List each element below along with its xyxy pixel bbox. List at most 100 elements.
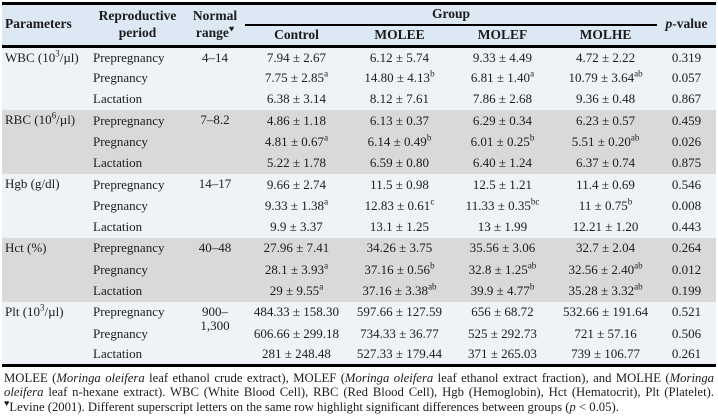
- normal-range-cell: 40–48: [185, 237, 245, 302]
- value-cell: 8.12 ± 7.61: [348, 88, 451, 111]
- value-cell: 13.1 ± 1.25: [348, 216, 451, 238]
- value-cell: 37.16 ± 0.56b: [348, 259, 451, 281]
- table-row: Lactation 6.38 ± 3.14 8.12 ± 7.61 7.86 ± 2.…: [2, 88, 717, 111]
- period-cell: Lactation: [90, 344, 185, 366]
- value-cell: 10.79 ± 3.64ab: [554, 67, 658, 89]
- value-cell: 32.56 ± 2.40ab: [554, 259, 658, 281]
- col-header-molef: MOLEF: [451, 24, 554, 48]
- table-row: Lactation 281 ± 248.48 527.33 ± 179.44 371 …: [2, 344, 717, 366]
- value-cell: 29 ± 9.55a: [245, 280, 348, 302]
- value-cell: 6.38 ± 3.14: [245, 88, 348, 111]
- value-cell: 9.33 ± 1.38a: [245, 195, 348, 217]
- value-cell: 371 ± 265.03: [451, 344, 554, 366]
- table-body: WBC (103/µl) Prepregnancy 4–14 7.94 ± 2.67 6…: [2, 46, 717, 366]
- col-header-molee: MOLEE: [348, 24, 451, 48]
- period-cell: Lactation: [90, 216, 185, 238]
- p-value-cell: 0.521: [657, 301, 717, 324]
- parameter-cell: Plt (103/µl): [2, 301, 90, 366]
- p-value-cell: 0.261: [657, 344, 717, 366]
- table-footnote: MOLEE (Moringa oleifera leaf ethanol cru…: [4, 371, 715, 414]
- col-header-control: Control: [245, 24, 348, 48]
- value-cell: 6.23 ± 0.57: [554, 110, 658, 132]
- table-row: Hgb (g/dl) Prepregnancy 14–17 9.66 ± 2.74 11…: [2, 174, 717, 238]
- value-cell: 11 ± 0.75b: [554, 195, 658, 217]
- p-value-cell: 0.867: [657, 88, 717, 111]
- value-cell: 9.36 ± 0.48: [554, 88, 658, 111]
- value-cell: 721 ± 57.16: [554, 323, 658, 345]
- period-cell: Pregnancy: [90, 67, 185, 89]
- value-cell: 32.8 ± 1.25ab: [451, 259, 554, 281]
- col-header-molhe: MOLHE: [554, 24, 658, 48]
- value-cell: 35.28 ± 3.32ab: [554, 280, 658, 302]
- table-row: Lactation 29 ± 9.55a 37.16 ± 3.38ab 39.9 ± …: [2, 280, 717, 302]
- normal-range-cell: 7–8.2: [185, 110, 245, 175]
- parameter-cell: Hct (%): [2, 237, 90, 302]
- table-row: Pregnancy 9.33 ± 1.38a 12.83 ± 0.61c 11.33 …: [2, 195, 717, 217]
- header-row-groups: Control MOLEE MOLEF MOLHE: [2, 24, 716, 48]
- p-value-cell: 0.199: [657, 280, 717, 302]
- value-cell: 525 ± 292.73: [451, 323, 554, 345]
- table-row: Pregnancy 7.75 ± 2.85a 14.80 ± 4.13b 6.81 ±…: [2, 67, 717, 89]
- value-cell: 6.29 ± 0.34: [451, 110, 554, 132]
- table-row: RBC (106/µl) Prepregnancy 7–8.2 4.86 ± 1.18…: [2, 110, 717, 175]
- period-cell: Prepregnancy: [90, 301, 185, 324]
- value-cell: 484.33 ± 158.30: [245, 301, 348, 324]
- value-cell: 12.21 ± 1.20: [554, 216, 658, 238]
- table-row: Lactation 9.9 ± 3.37 13.1 ± 1.25 13 ± 1.99 1…: [2, 216, 717, 238]
- value-cell: 27.96 ± 7.41: [245, 237, 348, 260]
- table-row: Plt (103/µl) Prepregnancy 900–1,300 484.33 …: [2, 301, 717, 366]
- value-cell: 5.51 ± 0.20ab: [554, 131, 658, 153]
- table-row: WBC (103/µl) Prepregnancy 4–14 7.94 ± 2.67 6…: [2, 46, 717, 111]
- value-cell: 12.5 ± 1.21: [451, 174, 554, 196]
- value-cell: 13 ± 1.99: [451, 216, 554, 238]
- col-header-normal-range: Normal range♥: [185, 3, 245, 48]
- value-cell: 4.81 ± 0.67a: [245, 131, 348, 153]
- p-value-cell: 0.319: [657, 46, 717, 68]
- value-cell: 7.86 ± 2.68: [451, 88, 554, 111]
- parameter-cell: Hgb (g/dl): [2, 174, 90, 238]
- p-value-cell: 0.546: [657, 174, 717, 196]
- period-cell: Prepregnancy: [90, 237, 185, 260]
- col-header-reproductive-period: Reproductive period: [90, 3, 185, 48]
- normal-range-cell: 900–1,300: [185, 301, 245, 366]
- col-header-p-value: p-value: [657, 3, 717, 48]
- table-header: Parameters Reproductive period Normal ra…: [2, 3, 717, 48]
- hematology-table: Parameters Reproductive period Normal ra…: [2, 2, 717, 368]
- table-row: Lactation 5.22 ± 1.78 6.59 ± 0.80 6.40 ± 1.…: [2, 152, 717, 175]
- col-header-group: Group: [245, 3, 658, 26]
- normal-range-cell: 4–14: [185, 46, 245, 111]
- normal-range-cell: 14–17: [185, 174, 245, 238]
- value-cell: 9.33 ± 4.49: [451, 46, 554, 68]
- p-value-cell: 0.875: [657, 152, 717, 175]
- value-cell: 4.72 ± 2.22: [554, 46, 658, 68]
- period-cell: Pregnancy: [90, 323, 185, 345]
- value-cell: 12.83 ± 0.61c: [348, 195, 451, 217]
- value-cell: 597.66 ± 127.59: [348, 301, 451, 324]
- parameter-cell: RBC (106/µl): [2, 110, 90, 175]
- value-cell: 4.86 ± 1.18: [245, 110, 348, 132]
- p-value-cell: 0.012: [657, 259, 717, 281]
- value-cell: 35.56 ± 3.06: [451, 237, 554, 260]
- value-cell: 39.9 ± 4.77b: [451, 280, 554, 302]
- table-row: Pregnancy 606.66 ± 299.18 734.33 ± 36.77 52…: [2, 323, 717, 345]
- value-cell: 11.5 ± 0.98: [348, 174, 451, 196]
- value-cell: 14.80 ± 4.13b: [348, 67, 451, 89]
- value-cell: 9.66 ± 2.74: [245, 174, 348, 196]
- value-cell: 656 ± 68.72: [451, 301, 554, 324]
- value-cell: 6.14 ± 0.49b: [348, 131, 451, 153]
- value-cell: 28.1 ± 3.93a: [245, 259, 348, 281]
- header-row-top: Parameters Reproductive period Normal ra…: [2, 3, 717, 48]
- period-cell: Pregnancy: [90, 131, 185, 153]
- value-cell: 7.94 ± 2.67: [245, 46, 348, 68]
- p-value-cell: 0.443: [657, 216, 717, 238]
- table-row: Pregnancy 28.1 ± 3.93a 37.16 ± 0.56b 32.8 ±…: [2, 259, 717, 281]
- value-cell: 32.7 ± 2.04: [554, 237, 658, 260]
- value-cell: 6.12 ± 5.74: [348, 46, 451, 68]
- p-value-cell: 0.264: [657, 237, 717, 260]
- col-header-parameters: Parameters: [2, 3, 90, 48]
- p-value-cell: 0.506: [657, 323, 717, 345]
- period-cell: Pregnancy: [90, 259, 185, 281]
- value-cell: 6.81 ± 1.40a: [451, 67, 554, 89]
- value-cell: 6.01 ± 0.25b: [451, 131, 554, 153]
- p-value-cell: 0.459: [657, 110, 717, 132]
